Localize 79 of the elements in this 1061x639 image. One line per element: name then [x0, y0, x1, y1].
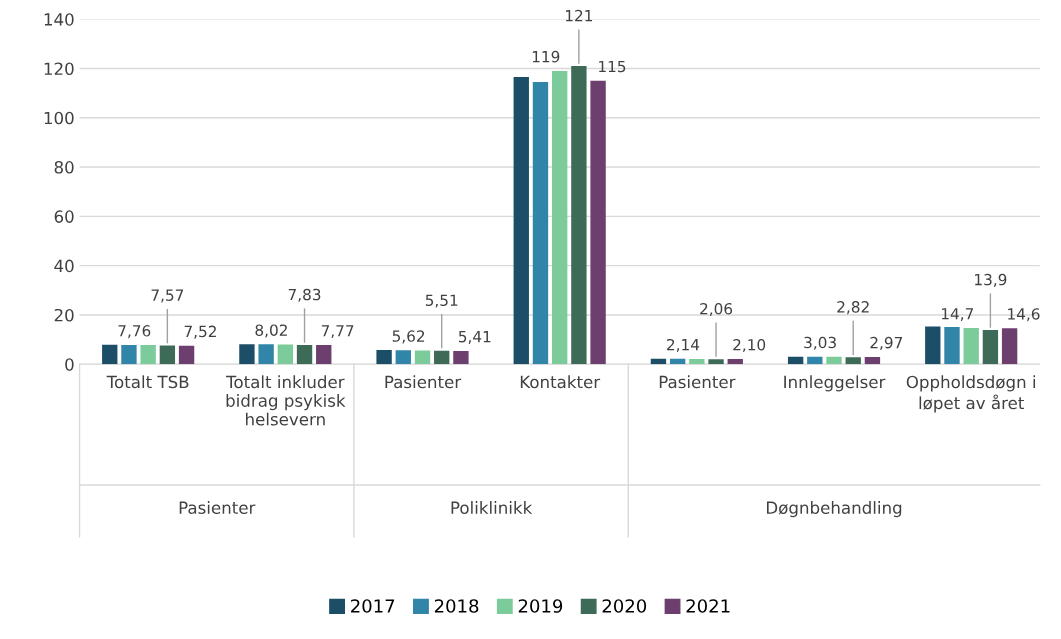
- bar: [845, 357, 861, 365]
- x-tick-label: Oppholdsdøgn i løpet av året: [906, 375, 1036, 413]
- bar: [982, 329, 999, 365]
- x-tick-label: Pasienter: [385, 375, 462, 389]
- data-label: 2,97: [870, 336, 903, 350]
- text: Døgnbehandling: [766, 501, 902, 518]
- x-tick-label: Totalt inkluder bidrag psykisk helsevern: [226, 375, 346, 426]
- bar: [453, 350, 469, 365]
- bar: [708, 359, 724, 365]
- y-tick-label: 100: [44, 111, 74, 125]
- x-tick-label: Kontakter: [520, 375, 601, 389]
- data-label: 14,7: [941, 308, 974, 322]
- data-label: 7,57: [151, 289, 184, 303]
- data-label: 2,06: [700, 302, 733, 317]
- y-tick-label: 140: [44, 13, 74, 26]
- bar: [689, 358, 705, 365]
- data-label: 14,6: [1008, 308, 1040, 322]
- data-label: 121: [565, 9, 593, 22]
- data-label: 2,10: [733, 338, 766, 353]
- bar: [296, 344, 313, 365]
- bar: [102, 344, 118, 365]
- data-label: 5,41: [458, 331, 491, 344]
- bar: [864, 356, 881, 365]
- bar: [826, 356, 842, 365]
- y-tick-label: 60: [54, 210, 74, 223]
- bar: [571, 66, 587, 365]
- bar: [590, 80, 606, 365]
- bar: [1001, 328, 1018, 365]
- bar: [376, 349, 392, 365]
- y-tick-label: 80: [54, 161, 74, 174]
- y-tick-label: 40: [54, 259, 74, 273]
- bar: [650, 358, 667, 365]
- bar: [414, 350, 431, 365]
- data-label: 7,83: [288, 288, 321, 302]
- y-tick-label: 120: [44, 62, 74, 76]
- x-tick-label: Totalt TSB: [106, 375, 189, 389]
- bar: [963, 328, 979, 365]
- bar: [159, 345, 176, 365]
- bar: [140, 345, 156, 365]
- bar: [277, 344, 294, 365]
- text: Poliklinikk: [451, 501, 533, 514]
- bar: [727, 359, 743, 365]
- y-tick-label: 20: [54, 308, 74, 322]
- bar: [807, 356, 823, 365]
- bar: [395, 350, 411, 365]
- data-label: 8,02: [255, 324, 287, 338]
- data-label: 7,52: [184, 325, 216, 339]
- data-label: 3,03: [804, 336, 836, 350]
- bar: [669, 358, 686, 365]
- data-label: 119: [532, 50, 560, 63]
- y-tick-label: 0: [65, 358, 74, 371]
- data-label: 115: [599, 60, 626, 73]
- bar: [316, 345, 332, 365]
- bar: [121, 345, 137, 365]
- bar: [552, 70, 568, 365]
- bar: [532, 82, 549, 365]
- legend-label: 2017: [351, 599, 395, 613]
- legend-label: 2020: [602, 599, 647, 613]
- legend-label: 2019: [518, 599, 563, 613]
- data-label: 2,82: [837, 301, 869, 315]
- bar: [787, 356, 804, 365]
- bar: [944, 327, 960, 365]
- bar: [925, 326, 941, 365]
- data-label: 2,14: [667, 338, 700, 352]
- bar: [178, 345, 195, 365]
- bar: [513, 77, 529, 365]
- data-label: 7,76: [118, 325, 151, 339]
- bar: [239, 344, 255, 365]
- legend-label: 2021: [686, 599, 730, 613]
- data-label: 5,51: [425, 294, 458, 308]
- x-tick-label: Innleggelser: [784, 375, 886, 392]
- bar: [434, 350, 450, 365]
- data-label: 7,77: [321, 325, 354, 339]
- data-label: 13,9: [975, 273, 1007, 287]
- text: Pasienter: [179, 501, 256, 514]
- data-label: 5,62: [392, 330, 425, 344]
- bar: [258, 344, 274, 365]
- legend-label: 2018: [434, 599, 479, 613]
- x-tick-label: Pasienter: [659, 375, 736, 389]
